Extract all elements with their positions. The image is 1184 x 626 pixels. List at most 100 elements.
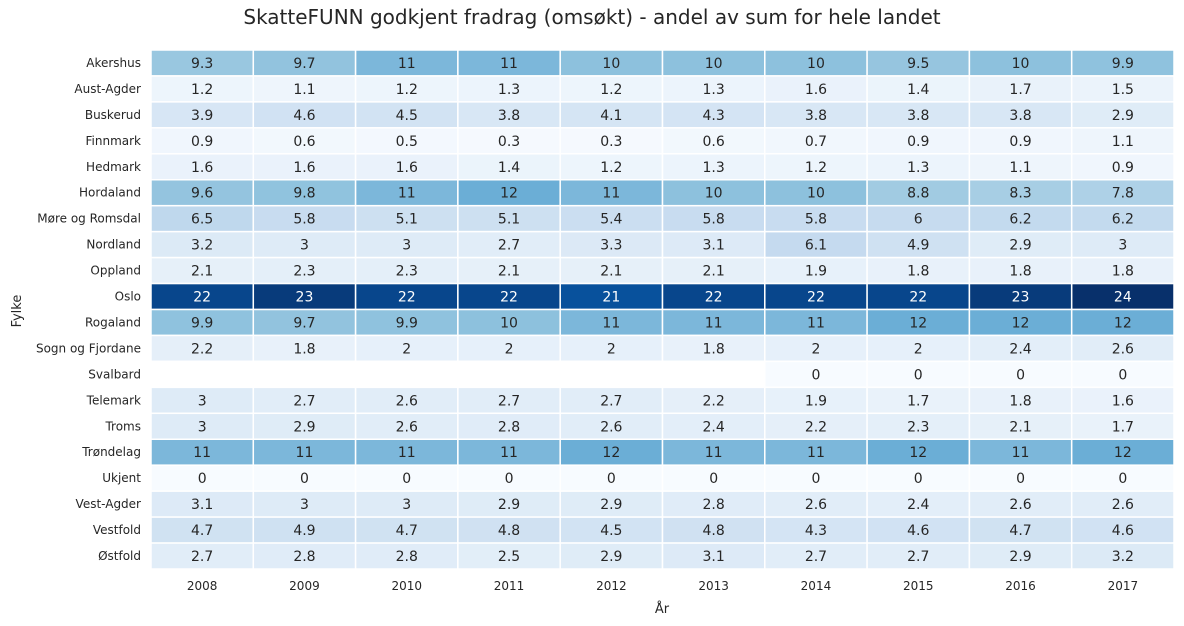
cell-value-label: 11 [602,186,620,202]
cell-value-label: 10 [807,186,825,202]
heatmap-cell [457,153,561,181]
heatmap-cell [354,101,459,129]
cell-value-label: 2 [402,341,411,357]
cell-value-label: 5.8 [703,212,725,228]
heatmap-cell [559,179,664,207]
cell-value-label: 2.7 [191,549,213,565]
heatmap-cell [866,360,971,389]
cell-value-label: 1.3 [703,82,725,98]
heatmap-cell [661,542,766,570]
cell-value-label: 2.1 [191,264,213,280]
heatmap-cell [968,153,1073,181]
cell-value-label: 6.1 [805,238,827,254]
cell-value-label: 2.9 [600,497,622,513]
cell-value-label: 22 [807,290,825,306]
heatmap-cell [661,490,766,518]
y-tick-label: Møre og Romsdal [37,212,141,226]
cell-value-label: 1.7 [1009,82,1031,98]
heatmap-cell [150,386,255,415]
cell-value-label: 1.2 [396,82,418,98]
cell-value-label: 10 [1012,56,1030,72]
heatmap-cell [1070,49,1175,77]
cell-value-label: 4.9 [907,238,929,254]
cell-value-label: 23 [1012,290,1030,306]
cell-value-label: 2.9 [1009,238,1031,254]
heatmap-cell [968,179,1073,207]
heatmap-cell [559,438,664,466]
cell-value-label: 2.3 [396,264,418,280]
heatmap-cell [866,542,971,570]
cell-value-label: 22 [705,290,723,306]
cell-value-label: 1.3 [498,82,520,98]
heatmap-cell [457,179,561,207]
cell-value-label: 3.3 [600,238,622,254]
cell-value-label: 1.6 [191,160,213,176]
cell-value-label: 4.8 [703,523,725,539]
cell-value-label: 2.1 [498,264,520,280]
heatmap-cell [968,230,1073,259]
cell-value-label: 3.1 [703,549,725,565]
heatmap-cell [252,386,357,415]
cell-value-label: 9.7 [293,56,315,72]
heatmap-cell [252,75,357,103]
y-tick-label: Ukjent [102,471,141,485]
x-tick-label: 2016 [1005,579,1036,593]
heatmap-cell [252,204,357,233]
cell-value-label: 11 [193,445,211,461]
heatmap-cell [1070,490,1175,518]
cell-value-label: 9.5 [907,56,929,72]
y-tick-label: Hordaland [79,186,141,200]
cell-value-label: 12 [500,186,518,202]
cell-value-label: 1.8 [1009,264,1031,280]
heatmap-cell [764,256,868,285]
heatmap-cell [968,386,1073,415]
cell-value-label: 3 [402,497,411,513]
cell-value-label: 6 [914,212,923,228]
cell-value-label: 7.8 [1112,186,1134,202]
heatmap-cell [968,282,1073,311]
cell-value-label: 0 [709,471,718,487]
x-tick-label: 2014 [801,579,832,593]
cell-value-label: 0.9 [191,134,213,150]
heatmap-cell [1070,412,1175,440]
cell-value-label: 1.7 [907,393,929,409]
cell-value-label: 2.7 [600,393,622,409]
cell-value-label: 2.9 [1112,108,1134,124]
cell-value-label: 4.9 [293,523,315,539]
heatmap-cell [968,412,1073,440]
heatmap-cell [150,308,255,337]
cell-value-label: 11 [398,186,416,202]
cell-value-label: 11 [398,56,416,72]
cell-value-label: 11 [500,56,518,72]
heatmap-cell [1070,153,1175,181]
cell-value-label: 2.6 [1112,341,1134,357]
y-tick-label: Finnmark [86,134,142,148]
cell-value-label: 2 [811,341,820,357]
cell-value-label: 8.8 [907,186,929,202]
heatmap-cell [1070,360,1175,389]
heatmap-cell [150,360,255,389]
x-tick-label: 2010 [391,579,422,593]
cell-value-label: 4.5 [600,523,622,539]
cell-value-label: 9.9 [396,315,418,331]
cell-value-label: 2.1 [600,264,622,280]
cell-value-label: 9.7 [293,315,315,331]
cell-value-label: 4.5 [396,108,418,124]
heatmap-cell [354,153,459,181]
cell-value-label: 9.9 [191,315,213,331]
heatmap-cell [252,230,357,259]
cell-value-label: 0.9 [907,134,929,150]
heatmap-cell [354,308,459,337]
cell-value-label: 11 [705,445,723,461]
y-tick-label: Trøndelag [81,445,141,459]
heatmap-cell [661,282,766,311]
cell-value-label: 12 [1012,315,1030,331]
heatmap-cell [252,360,357,389]
cell-value-label: 2.6 [1009,497,1031,513]
heatmap-cell [968,360,1073,389]
cell-value-label: 3.8 [907,108,929,124]
cell-value-label: 1.1 [293,82,315,98]
heatmap-cell [559,256,664,285]
cell-value-label: 22 [398,290,416,306]
cell-value-label: 9.6 [191,186,213,202]
